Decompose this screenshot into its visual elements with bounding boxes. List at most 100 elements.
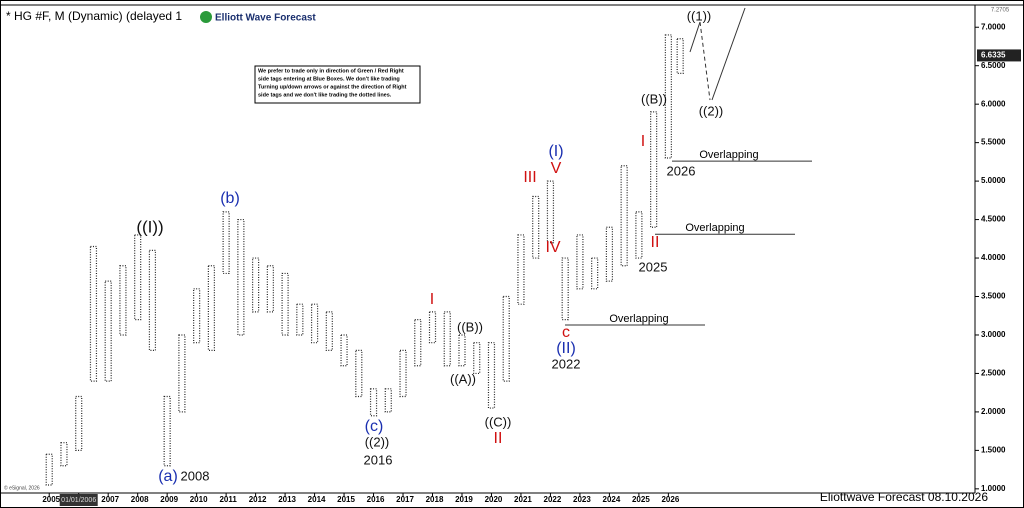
x-tick-label: 2020 [485,495,503,504]
cursor-label: 01/01/2006 [61,497,96,504]
wave-label: 2016 [364,452,393,467]
overlap-label: Overlapping [699,149,758,161]
wave-label: ((2)) [699,103,724,118]
y-tick-label: 1.5000 [981,445,1006,454]
price-bar [148,249,157,351]
wave-label: II [651,234,660,251]
y-tick-label: 5.0000 [981,176,1006,185]
price-bar [369,388,378,417]
y-tick-label: 6.5000 [981,61,1006,70]
price-bar [119,265,127,336]
price-bar [502,295,510,382]
x-tick-label: 2026 [661,495,679,504]
wave-label: 2008 [181,468,210,483]
x-tick-label: 2014 [308,495,326,504]
price-bar [664,34,672,159]
wave-label: V [551,160,562,177]
price-bar [384,388,392,413]
wave-label: I [641,133,645,150]
logo: Elliott Wave Forecast [215,13,316,24]
price-bar [296,303,304,336]
wave-label: ((A)) [450,371,476,386]
price-bar [281,272,289,336]
wave-label: (a) [158,468,178,485]
x-tick-label: 2017 [396,495,414,504]
wave-label: (b) [220,190,240,207]
note-box [254,65,421,104]
price-bar [45,453,53,486]
y-tick-label: 2.0000 [981,407,1006,416]
cursor-box [59,494,98,506]
wave-label: 2022 [552,356,581,371]
y-tick-label: 3.0000 [981,330,1006,339]
price-bar [443,311,451,367]
x-tick-label: 2018 [426,495,444,504]
chart-title: * HG #F, M (Dynamic) (delayed 1 [6,9,182,23]
price-bar [193,288,201,344]
price-bar [620,165,628,267]
y-tick-label: 2.5000 [981,369,1006,378]
wave-label: (c) [365,418,384,435]
price-bar [576,234,584,290]
y-tick-label: 3.5000 [981,292,1006,301]
price-bar [310,303,319,344]
price-bar [163,395,171,467]
projection-dashed [699,21,711,101]
price-bar [532,195,540,259]
price-bar [473,342,481,375]
wave-label: II [494,430,503,447]
price-bar [75,395,83,451]
wave-label: IV [545,239,560,256]
price-bar [207,265,215,351]
wave-label: (I) [548,143,563,160]
y-tick-label: 7.0000 [981,22,1006,31]
x-tick-label: 2022 [544,495,562,504]
wave-label: III [523,169,536,186]
x-tick-label: 2025 [632,495,650,504]
x-tick-label: 2005 [42,495,60,504]
x-tick-label: 2007 [101,495,119,504]
price-bar [266,265,274,313]
wave-label: 2026 [667,163,696,178]
price-bar [399,349,407,398]
x-tick-label: 2012 [249,495,267,504]
last-price-box [977,49,1021,62]
price-bar [60,442,68,467]
copyright: © eSignal, 2026 [4,484,40,491]
price-bar [605,226,614,282]
price-bar [89,245,98,382]
wave-label: I [430,291,434,308]
x-tick-label: 2011 [219,495,237,504]
wave-label: ((C)) [485,414,512,429]
price-bar [487,342,496,409]
x-tick-label: 2010 [190,495,208,504]
price-bar [237,218,245,336]
price-bar [676,38,684,74]
x-tick-label: 2016 [367,495,385,504]
x-tick-label: 2008 [131,495,149,504]
price-bar [325,311,333,351]
price-bar [517,234,525,305]
top-label: 7.2705 [991,8,1010,14]
wave-label: ((2)) [365,434,390,449]
y-tick-label: 6.0000 [981,99,1006,108]
note-line: side tags entering at Blue Boxes. We don… [258,76,400,82]
x-tick-label: 2015 [337,495,355,504]
y-tick-label: 5.5000 [981,138,1006,147]
price-bar [546,180,555,244]
logo-icon [200,11,212,23]
wave-label: ((1)) [687,8,712,23]
y-tick-label: 1.0000 [981,484,1006,493]
price-bar [355,349,363,398]
price-bar [458,334,466,367]
x-tick-label: 2013 [278,495,296,504]
overlap-label: Overlapping [685,222,744,234]
note-line: side tags and we don't like trading the … [258,92,392,98]
note-line: We prefer to trade only in direction of … [258,68,404,74]
price-bar [252,257,260,313]
overlap-label: Overlapping [609,313,668,325]
x-tick-label: 2019 [455,495,473,504]
price-bar [134,234,142,321]
